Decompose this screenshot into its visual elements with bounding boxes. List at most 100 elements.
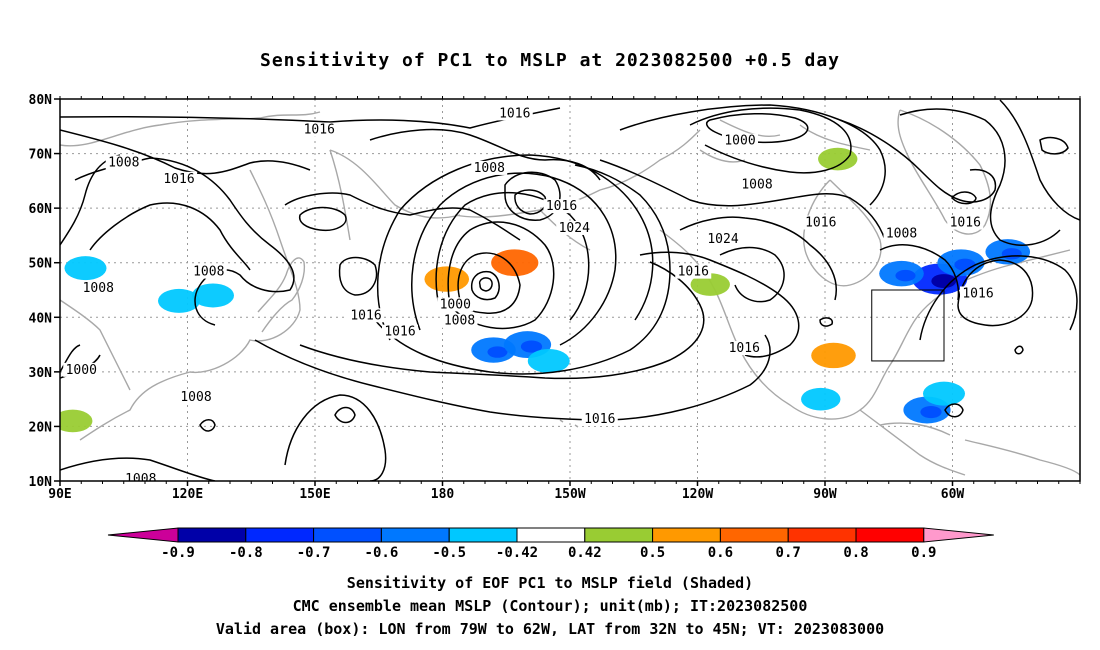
contour-label-bg (178, 390, 214, 405)
colorbar-swatch (584, 527, 654, 543)
sensitivity-core (895, 269, 916, 282)
coast-south-america (964, 439, 1080, 476)
contour-label-bg (726, 341, 763, 356)
contour-label: 1016 (546, 199, 577, 214)
sensitivity-shading (60, 147, 1031, 433)
contour-label: 1008 (886, 226, 917, 241)
mslp-contour (639, 251, 800, 358)
coast-central-america (859, 409, 966, 476)
mslp-contour (338, 256, 378, 296)
sensitivity-core (520, 340, 543, 353)
mslp-contour (470, 270, 500, 301)
mslp-contour (298, 206, 347, 232)
colorbar-swatch (448, 527, 518, 543)
contour-label-bg (883, 226, 920, 241)
colorbar-tick-label: -0.42 (496, 545, 538, 561)
mslp-contour (376, 154, 654, 341)
contour-label: 1016 (962, 286, 993, 301)
colorbar-tick-label: -0.9 (161, 545, 195, 561)
coast-asia (60, 111, 321, 441)
lon-tick-label: 150W (554, 487, 585, 502)
colorbar-low-triangle (107, 527, 179, 543)
mslp-contour (411, 172, 617, 346)
colorbar-swatch (719, 527, 789, 543)
colorbar-tick-label: 0.9 (911, 545, 936, 561)
sensitivity-patch (192, 283, 234, 308)
mslp-contour (435, 192, 590, 321)
contour-label-bg (348, 308, 384, 323)
contour-label: 1008 (444, 314, 475, 329)
lat-tick-label: 40N (29, 311, 53, 326)
colorbar-swatch (313, 527, 382, 543)
sensitivity-patch (818, 147, 858, 171)
mslp-contour (284, 192, 521, 241)
contour-label: 1008 (125, 472, 156, 487)
contour-label: 1016 (678, 265, 709, 280)
colorbar-tick-label: -0.8 (229, 545, 263, 561)
mslp-contour (284, 394, 387, 481)
contour-label: 1016 (384, 325, 415, 340)
caption-contour: CMC ensemble mean MSLP (Contour); unit(m… (292, 597, 808, 615)
colorbar-tick-label: 0.6 (708, 545, 733, 561)
colorbar-high-triangle (923, 527, 994, 543)
mslp-contour (457, 252, 521, 314)
contour-label-bg (675, 264, 712, 279)
colorbar-tick-label: 0.42 (568, 545, 602, 561)
lat-tick-label: 30N (29, 366, 53, 381)
caption-valid-area: Valid area (box): LON from 79W to 62W, L… (215, 620, 885, 638)
coast-north-america (659, 229, 1071, 420)
contour-label-bg (581, 411, 618, 426)
caption-shading: Sensitivity of EOF PC1 to MSLP field (Sh… (346, 574, 754, 592)
contour-label: 1016 (805, 216, 836, 231)
colorbar-swatch (177, 527, 247, 543)
lat-tick-label: 80N (29, 93, 53, 108)
contour-label-bg (739, 177, 775, 192)
contour-label: 1008 (193, 265, 224, 280)
colorbar: -0.9 -0.8 -0.7 -0.6 -0.5 -0.42 0.42 0.5 0.6 0.7 0.… (107, 527, 994, 561)
contour-label-bg (382, 324, 418, 339)
coast-hudson-bay (803, 179, 882, 287)
sensitivity-core (1001, 248, 1022, 260)
contour-label-bg (63, 362, 100, 377)
contour-label: 1008 (741, 177, 772, 192)
colorbar-tick-label: 0.8 (843, 545, 868, 561)
sensitivity-patch (491, 249, 539, 277)
valid-area-box (871, 289, 945, 362)
mslp-contour (60, 154, 121, 246)
sensitivity-patch (60, 409, 93, 433)
contour-label: 1000 (440, 297, 471, 312)
contour-label: 1000 (724, 134, 755, 149)
graticule-grid (60, 99, 1080, 481)
mslp-contour (599, 159, 886, 241)
contour-label-bg (471, 160, 508, 175)
contour-label-bg (190, 264, 227, 279)
lon-tick-label: 120E (172, 487, 203, 502)
mslp-contour (879, 244, 960, 301)
chart-title: Sensitivity of PC1 to MSLP at 2023082500… (259, 50, 840, 71)
mslp-contour (299, 261, 705, 380)
mslp-contour (89, 202, 251, 271)
sensitivity-patch (801, 387, 841, 411)
lon-tick-label: 60W (941, 487, 965, 502)
mslp-contour (951, 191, 977, 205)
contour-label: 1008 (83, 281, 114, 296)
contour-label: 1016 (950, 216, 981, 231)
mslp-contour (899, 108, 1061, 246)
contour-label: 1016 (350, 308, 381, 323)
coast-hawaii (559, 419, 579, 428)
sensitivity-patch (923, 381, 965, 406)
mslp-contour (478, 277, 493, 292)
coastlines (60, 109, 1080, 476)
contour-label-bg (556, 220, 593, 235)
lat-tick-label: 20N (29, 420, 53, 435)
sensitivity-patch (690, 273, 730, 296)
contour-label-bg (441, 313, 478, 328)
sensitivity-core (487, 346, 508, 358)
mslp-contour (447, 221, 555, 330)
sensitivity-core (920, 406, 942, 419)
contour-label-bg (437, 297, 474, 312)
lon-tick-label: 150E (299, 487, 330, 502)
colorbar-tick-label: -0.7 (297, 545, 331, 561)
